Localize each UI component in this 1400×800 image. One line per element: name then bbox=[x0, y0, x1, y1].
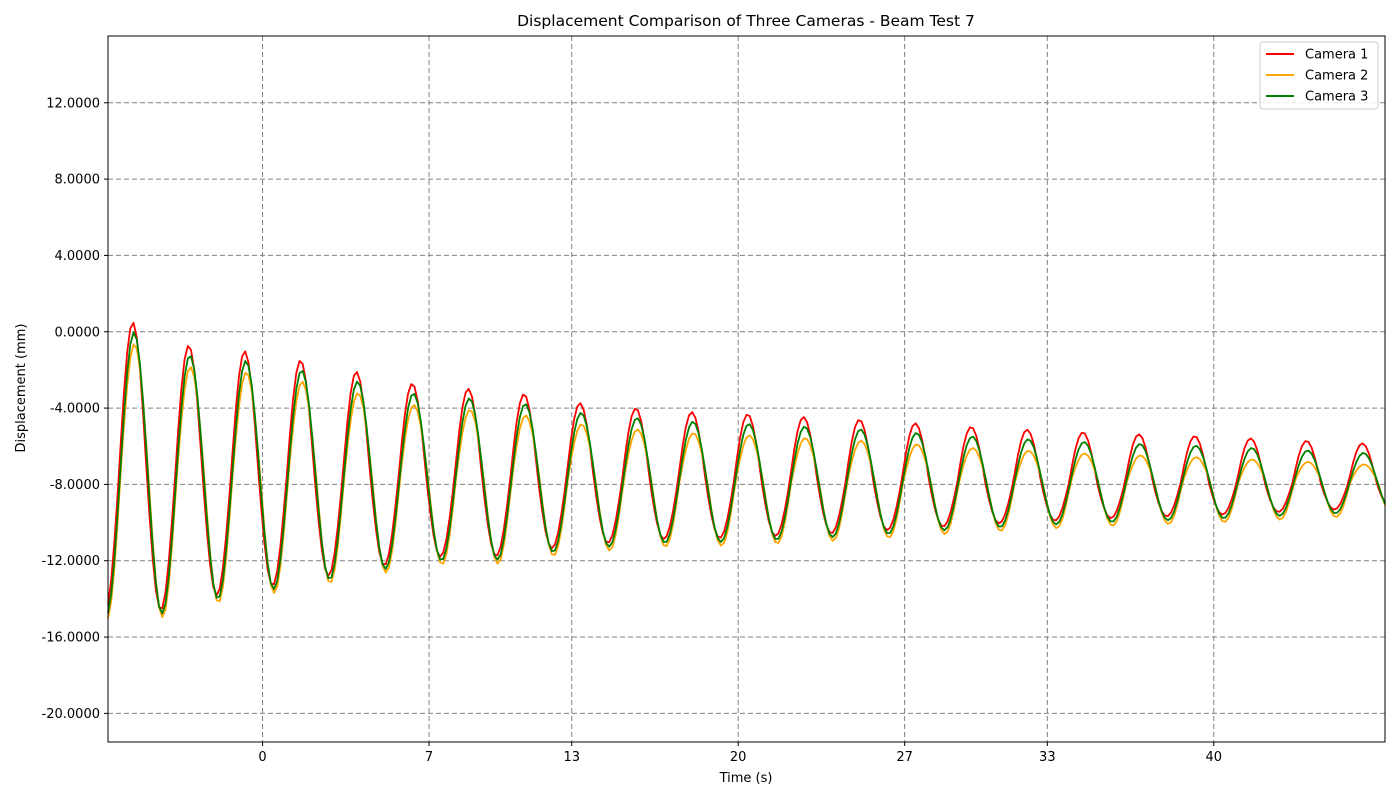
y-tick-label: 12.0000 bbox=[46, 96, 100, 111]
x-tick-label: 40 bbox=[1206, 750, 1223, 765]
series-lines bbox=[107, 321, 1386, 619]
y-tick-label: -8.0000 bbox=[50, 478, 100, 493]
legend: Camera 1 Camera 2 Camera 3 bbox=[1259, 41, 1379, 110]
x-tick-label: 0 bbox=[258, 750, 266, 765]
x-tick-label: 20 bbox=[730, 750, 747, 765]
grid bbox=[108, 36, 1385, 742]
y-tick-label: -16.0000 bbox=[42, 631, 100, 646]
y-axis-label: Displacement (mm) bbox=[14, 324, 29, 453]
y-tick-label: 4.0000 bbox=[55, 249, 101, 264]
x-tick-label: 7 bbox=[425, 750, 433, 765]
y-axis-ticks: -20.0000 -16.0000 -12.0000 -8.0000 -4.0000 0.… bbox=[42, 96, 108, 722]
series-line-3 bbox=[107, 331, 1386, 615]
x-axis-label: Time (s) bbox=[719, 771, 773, 786]
x-tick-label: 33 bbox=[1039, 750, 1056, 765]
legend-box bbox=[1259, 41, 1379, 110]
legend-label: Camera 3 bbox=[1305, 90, 1368, 105]
plot-frame bbox=[107, 35, 1386, 743]
legend-label: Camera 2 bbox=[1305, 69, 1368, 84]
y-tick-label: -4.0000 bbox=[50, 402, 100, 417]
y-tick-label: -20.0000 bbox=[42, 707, 100, 722]
x-tick-label: 13 bbox=[563, 750, 580, 765]
x-axis-ticks: 0 7 13 20 27 33 40 bbox=[258, 742, 1222, 765]
legend-label: Camera 1 bbox=[1305, 48, 1368, 63]
y-tick-label: 8.0000 bbox=[55, 173, 101, 188]
y-tick-label: -12.0000 bbox=[42, 554, 100, 569]
x-tick-label: 27 bbox=[896, 750, 913, 765]
chart-title: Displacement Comparison of Three Cameras… bbox=[517, 12, 975, 30]
y-tick-label: 0.0000 bbox=[55, 325, 101, 340]
